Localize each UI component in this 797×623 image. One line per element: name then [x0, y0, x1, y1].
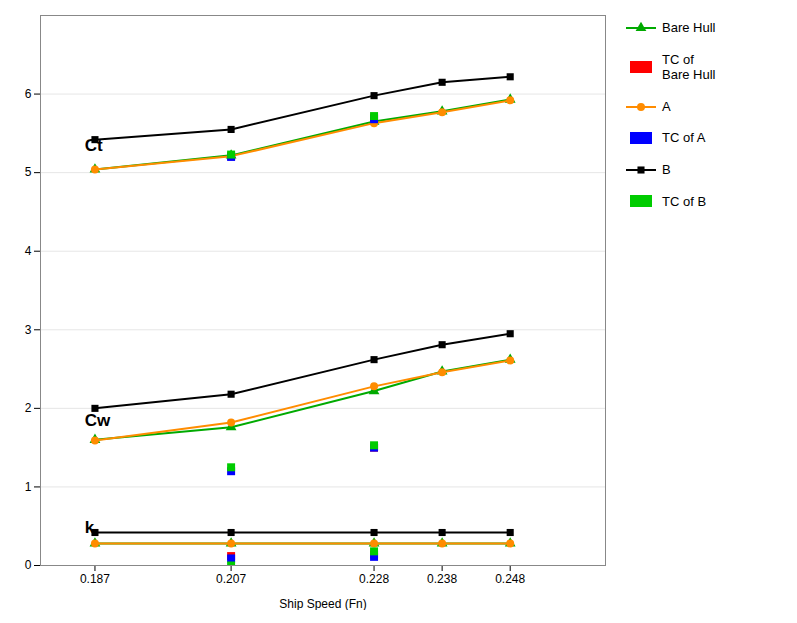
svg-text:2: 2 [25, 401, 32, 415]
html-text:A: A [662, 98, 671, 114]
html-text:Bare Hull: Bare Hull [662, 20, 716, 35]
svg-text:Cw: Cw [85, 411, 111, 430]
svg-text:0: 0 [25, 558, 32, 572]
svg-text:3: 3 [25, 323, 32, 337]
html-text:TC of B: TC of B [662, 193, 707, 209]
svg-text:Ship Speed (Fn): Ship Speed (Fn) [279, 597, 366, 611]
svg-text:0.248: 0.248 [495, 572, 525, 586]
svg-text:1: 1 [25, 480, 32, 494]
svg-text:0.228: 0.228 [359, 572, 389, 586]
svg-text:0.238: 0.238 [427, 572, 457, 586]
svg-text:0.207: 0.207 [216, 572, 246, 586]
html-text:TC of A: TC of A [662, 130, 706, 146]
svg-text:Ct: Ct [85, 136, 103, 155]
svg-text:4: 4 [25, 244, 32, 258]
svg-text:6: 6 [25, 87, 32, 101]
html-text:TC of Bare Hull: TC of Bare Hull [662, 51, 716, 83]
html-text:B: B [662, 162, 671, 177]
svg-text:5: 5 [25, 165, 32, 179]
svg-text:k: k [85, 518, 95, 537]
svg-text:0.187: 0.187 [80, 572, 110, 586]
